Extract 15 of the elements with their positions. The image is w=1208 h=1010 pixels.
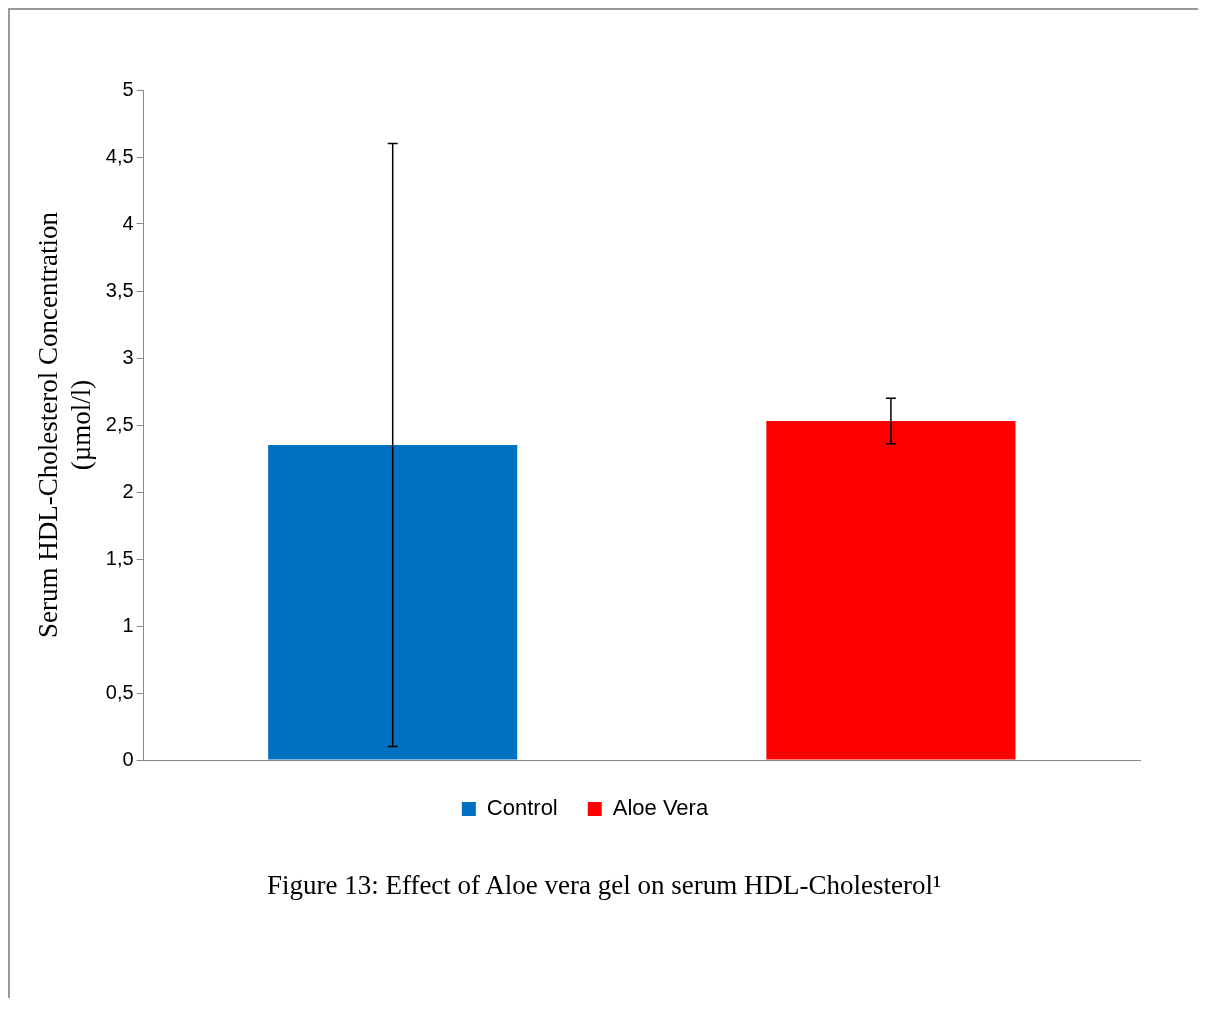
y-axis-title: Serum HDL-Cholesterol Concentration (µmol/l) — [33, 211, 96, 638]
y-tick-label: 0,5 — [105, 680, 134, 703]
y-tick-label: 1 — [122, 613, 134, 636]
y-tick-label: 0 — [122, 747, 134, 770]
y-tick-label: 2,5 — [105, 412, 134, 435]
y-tick-label: 4 — [122, 211, 134, 234]
legend-label: Control — [486, 795, 558, 821]
legend-label: Aloe Vera — [612, 795, 709, 821]
y-tick-label: 4,5 — [105, 144, 134, 167]
text: Figure 13: Effect of Aloe vera gel on serum HDL-Cholesterol¹ — [265, 870, 943, 901]
y-tick-label: 5 — [122, 77, 134, 100]
y-tick-label: 3 — [122, 345, 134, 368]
y-tick-label: 2 — [122, 479, 134, 502]
y-tick-label: 3,5 — [105, 278, 134, 301]
y-tick-label: 1,5 — [105, 546, 134, 569]
